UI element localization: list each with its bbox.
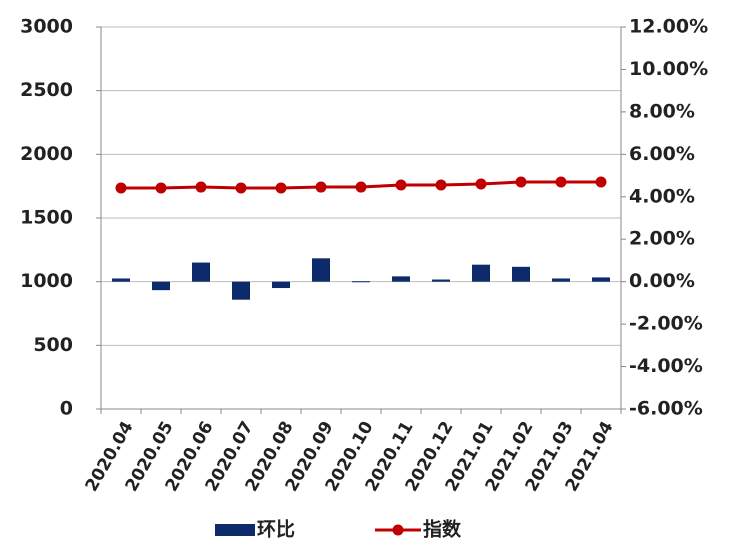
y-tick-label: 3000 (20, 16, 73, 38)
y2-tick-label: 10.00% (629, 58, 708, 80)
y-tick-label: 1500 (20, 207, 73, 229)
bar (312, 258, 330, 282)
marker (315, 181, 327, 193)
marker (515, 176, 527, 188)
bar (152, 281, 170, 291)
y-tick-label: 1000 (20, 270, 73, 292)
y-tick-label: 2500 (20, 79, 73, 101)
bar (232, 281, 250, 300)
marker (235, 182, 247, 194)
marker (555, 176, 567, 188)
marker (355, 181, 367, 193)
bar (432, 279, 450, 282)
y-tick-label: 500 (33, 334, 73, 356)
marker (275, 182, 287, 194)
y2-tick-label: 0.00% (629, 270, 695, 292)
bar (112, 278, 130, 282)
marker (115, 182, 127, 194)
y2-tick-label: -6.00% (629, 398, 703, 420)
y2-tick-label: -4.00% (629, 355, 703, 377)
marker (475, 178, 487, 190)
marker (595, 176, 607, 188)
bar (352, 281, 370, 283)
y2-tick-label: 2.00% (629, 228, 695, 250)
bar (512, 266, 530, 282)
y2-tick-label: 12.00% (629, 16, 708, 38)
bar (192, 262, 210, 282)
y2-tick-label: 4.00% (629, 185, 695, 207)
y-tick-label: 2000 (20, 143, 73, 165)
marker (435, 179, 447, 191)
y-tick-label: 0 (60, 398, 73, 420)
legend-marker (392, 524, 404, 536)
legend-label: 指数 (423, 518, 462, 541)
bar (592, 277, 610, 282)
marker (395, 179, 407, 191)
bar (272, 281, 290, 289)
legend-label: 环比 (257, 519, 295, 541)
bar (392, 276, 410, 282)
bar (552, 278, 570, 282)
y2-tick-label: -2.00% (629, 313, 703, 335)
y2-tick-label: 8.00% (629, 100, 695, 122)
bar (472, 264, 490, 282)
marker (195, 181, 207, 193)
marker (155, 182, 167, 194)
legend-swatch (215, 524, 255, 536)
y2-tick-label: 6.00% (629, 143, 695, 165)
